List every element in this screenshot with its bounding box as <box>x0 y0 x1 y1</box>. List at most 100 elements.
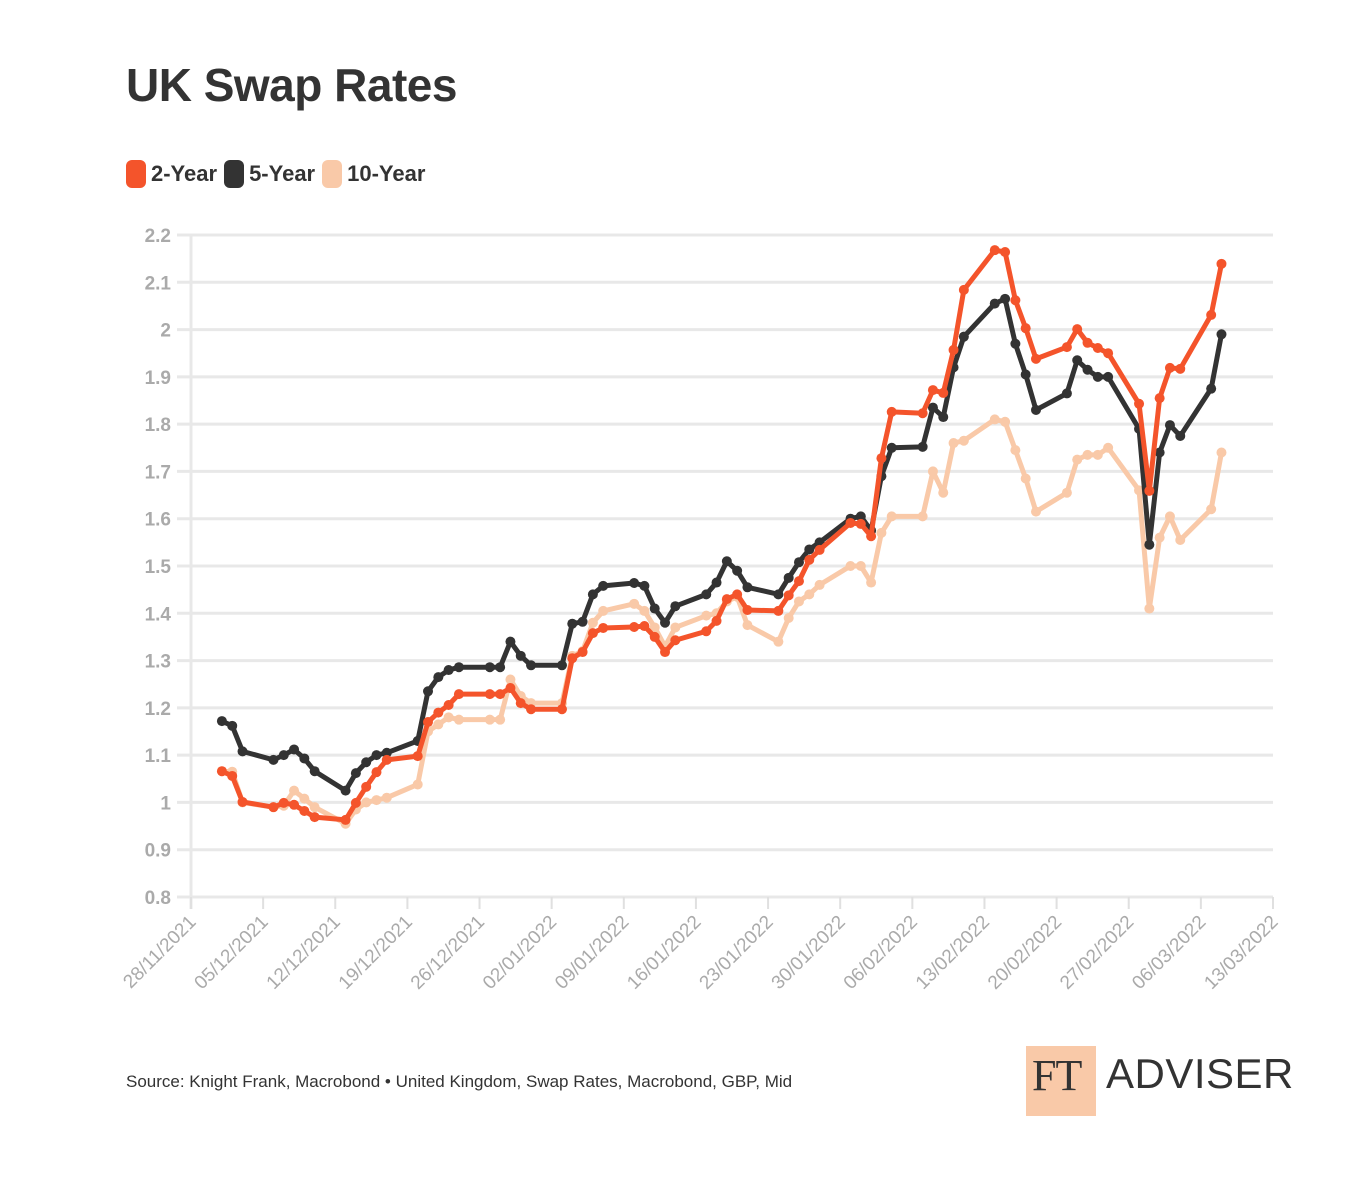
data-point <box>1164 362 1175 373</box>
data-point <box>1000 416 1011 427</box>
data-point <box>711 615 722 626</box>
data-point <box>866 577 877 588</box>
y-tick-label: 1.1 <box>145 746 172 767</box>
data-point <box>1134 485 1145 496</box>
data-point <box>505 674 516 685</box>
x-tick-label: 06/02/2022 <box>840 912 922 994</box>
series-5-year <box>216 293 1227 796</box>
data-point <box>866 531 877 542</box>
y-axis-ticks: 0.8 0.9 1 1.1 1.2 1.3 1.4 1.5 1.6 1.7 1.8 1.9 2 2.1 2.… <box>145 226 172 909</box>
data-point <box>433 707 444 718</box>
data-point <box>732 589 743 600</box>
data-point <box>938 412 949 423</box>
data-point <box>1175 430 1186 441</box>
data-point <box>237 796 248 807</box>
data-point <box>1206 504 1217 515</box>
data-point <box>526 704 537 715</box>
data-point <box>1164 511 1175 522</box>
data-point <box>1164 420 1175 431</box>
data-point <box>505 682 516 693</box>
legend-item-10-year: 10-Year <box>322 160 425 188</box>
data-point <box>1092 449 1103 460</box>
data-point <box>423 686 434 697</box>
data-point <box>1072 324 1083 335</box>
data-point <box>1010 338 1021 349</box>
y-tick-label: 2 <box>160 321 171 342</box>
data-point <box>577 616 588 627</box>
data-point <box>453 662 464 673</box>
data-point <box>732 565 743 576</box>
x-tick-label: 28/11/2021 <box>119 912 200 993</box>
data-point <box>876 527 887 538</box>
data-point <box>371 795 382 806</box>
data-point <box>309 802 320 813</box>
data-point <box>855 511 866 522</box>
data-point <box>453 714 464 725</box>
data-point <box>1010 445 1021 456</box>
data-point <box>361 797 372 808</box>
data-point <box>793 557 804 568</box>
ft-adviser-logo: FT ADVISER <box>1026 1046 1294 1116</box>
data-point <box>1030 506 1041 517</box>
data-point <box>989 245 1000 256</box>
data-point <box>793 596 804 607</box>
data-point <box>783 613 794 624</box>
data-point <box>598 580 609 591</box>
data-point <box>433 672 444 683</box>
data-point <box>989 298 1000 309</box>
data-point <box>649 622 660 633</box>
x-tick-label: 05/12/2021 <box>191 912 273 994</box>
data-point <box>309 766 320 777</box>
data-point <box>670 635 681 646</box>
data-point <box>639 580 650 591</box>
series-line-2-year <box>219 247 1224 823</box>
data-point <box>629 621 640 632</box>
data-point <box>742 620 753 631</box>
x-tick-label: 19/12/2021 <box>335 912 417 994</box>
data-point <box>917 511 928 522</box>
data-point <box>268 754 279 765</box>
data-point <box>917 408 928 419</box>
data-point <box>1030 404 1041 415</box>
data-point <box>1206 309 1217 320</box>
data-point <box>804 554 815 565</box>
data-point <box>381 792 392 803</box>
data-point <box>701 626 712 637</box>
data-point <box>1103 348 1114 359</box>
x-tick-label: 30/01/2022 <box>768 912 850 994</box>
legend-label-2-year: 2-Year <box>151 161 218 186</box>
x-tick-label: 02/01/2022 <box>479 912 561 994</box>
data-point <box>412 751 423 762</box>
data-point <box>1082 449 1093 460</box>
data-point <box>515 650 526 661</box>
data-point <box>495 689 506 700</box>
data-point <box>278 797 289 808</box>
data-point <box>629 598 640 609</box>
data-point <box>938 387 949 398</box>
data-point <box>526 660 537 671</box>
x-tick-label: 16/01/2022 <box>623 912 705 994</box>
data-point <box>927 385 938 396</box>
x-tick-label: 23/01/2022 <box>696 912 778 994</box>
data-point <box>773 605 784 616</box>
data-point <box>1092 343 1103 354</box>
data-point <box>587 617 598 628</box>
data-point <box>443 665 454 676</box>
data-point <box>567 618 578 629</box>
data-point <box>412 779 423 790</box>
data-point <box>289 744 300 755</box>
data-point <box>1061 388 1072 399</box>
data-point <box>958 284 969 295</box>
legend-swatch-5-year <box>224 160 245 188</box>
gridlines <box>177 233 1273 909</box>
y-tick-label: 2.2 <box>145 226 171 247</box>
y-tick-label: 1.6 <box>145 510 171 531</box>
data-point <box>814 544 825 555</box>
y-tick-label: 1 <box>160 793 171 814</box>
x-tick-label: 26/12/2021 <box>407 912 489 994</box>
data-point <box>670 601 681 612</box>
data-point <box>350 797 361 808</box>
chart-title: UK Swap Rates <box>126 59 457 111</box>
data-point <box>1000 247 1011 258</box>
y-tick-label: 1.4 <box>145 604 172 625</box>
